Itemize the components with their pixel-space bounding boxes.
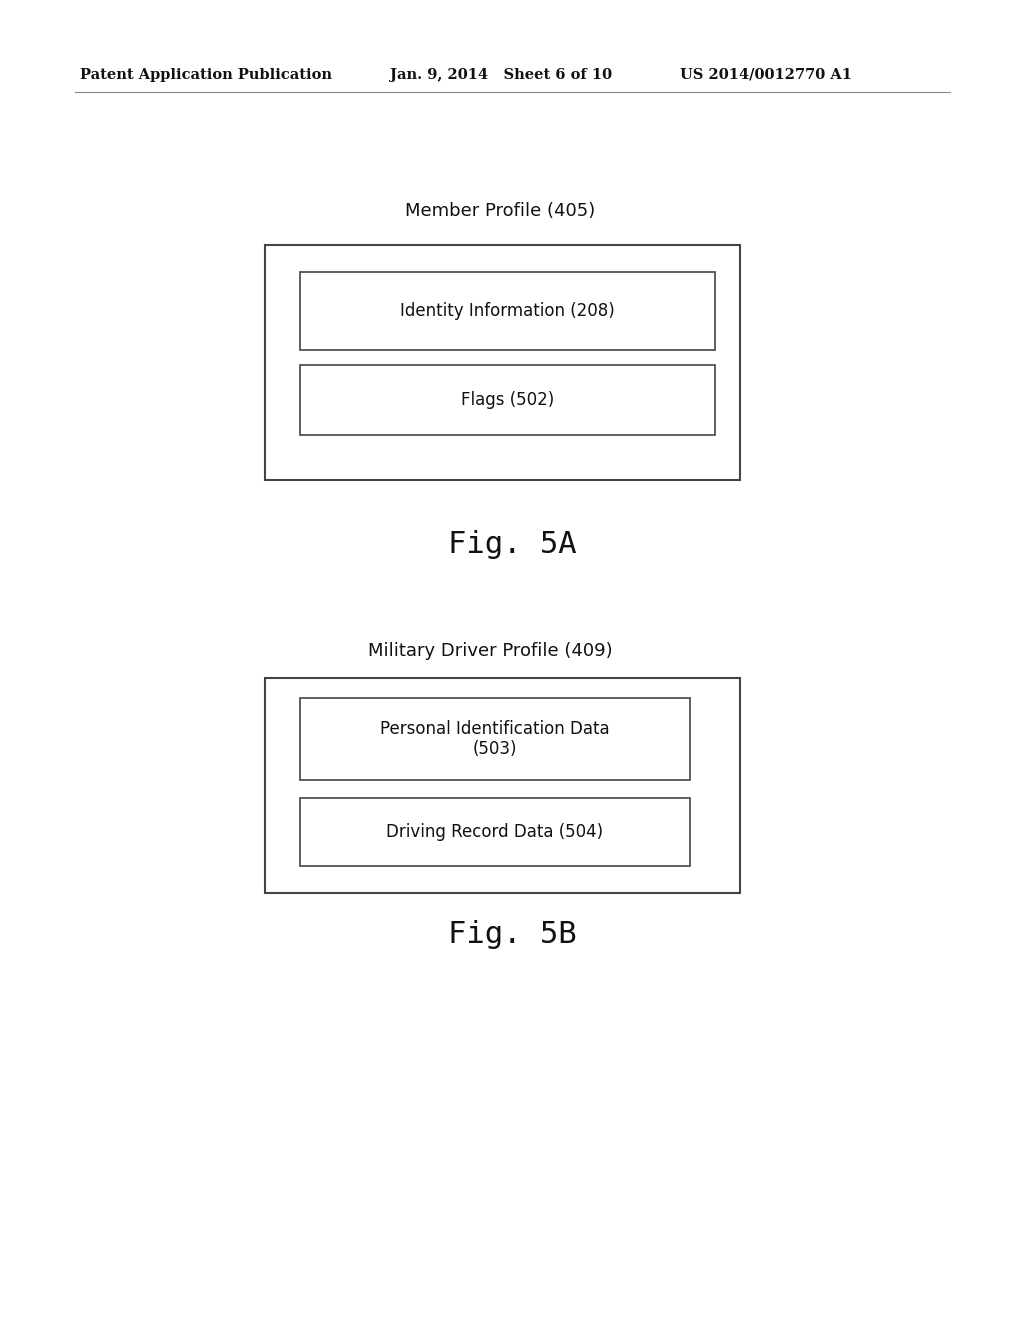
- Text: Identity Information (208): Identity Information (208): [400, 302, 614, 319]
- Text: Fig. 5A: Fig. 5A: [447, 531, 577, 558]
- Text: Fig. 5B: Fig. 5B: [447, 920, 577, 949]
- Text: US 2014/0012770 A1: US 2014/0012770 A1: [680, 69, 852, 82]
- Text: Flags (502): Flags (502): [461, 391, 554, 409]
- Text: Member Profile (405): Member Profile (405): [404, 202, 595, 220]
- FancyBboxPatch shape: [300, 698, 690, 780]
- Text: Personal Identification Data
(503): Personal Identification Data (503): [380, 719, 610, 759]
- Text: Patent Application Publication: Patent Application Publication: [80, 69, 332, 82]
- FancyBboxPatch shape: [265, 246, 740, 480]
- Text: Jan. 9, 2014   Sheet 6 of 10: Jan. 9, 2014 Sheet 6 of 10: [390, 69, 612, 82]
- FancyBboxPatch shape: [300, 799, 690, 866]
- FancyBboxPatch shape: [265, 678, 740, 894]
- FancyBboxPatch shape: [300, 272, 715, 350]
- Text: Driving Record Data (504): Driving Record Data (504): [386, 822, 603, 841]
- Text: Military Driver Profile (409): Military Driver Profile (409): [368, 642, 612, 660]
- FancyBboxPatch shape: [300, 366, 715, 436]
